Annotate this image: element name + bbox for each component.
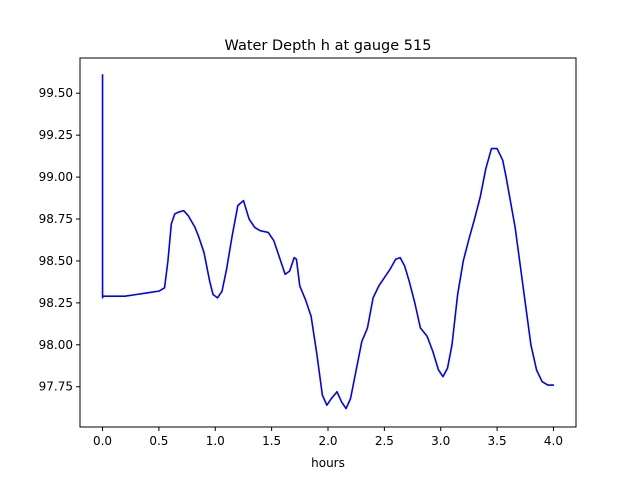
y-tick-label: 98.50 <box>39 254 73 268</box>
x-tick-label: 1.0 <box>206 434 225 448</box>
chart-title: Water Depth h at gauge 515 <box>225 38 432 54</box>
x-axis-label: hours <box>311 456 345 470</box>
x-tick-label: 0.5 <box>149 434 168 448</box>
x-axis: 0.0 0.5 1.0 1.5 2.0 2.5 3.0 3.5 4.0 <box>93 427 563 448</box>
y-tick-label: 98.75 <box>39 212 73 226</box>
x-tick-label: 1.5 <box>262 434 281 448</box>
x-tick-label: 3.0 <box>431 434 450 448</box>
x-tick-label: 0.0 <box>93 434 112 448</box>
y-tick-label: 99.25 <box>39 128 73 142</box>
x-tick-label: 3.5 <box>488 434 507 448</box>
y-tick-label: 99.00 <box>39 170 73 184</box>
x-tick-label: 2.5 <box>375 434 394 448</box>
y-axis: 97.75 98.00 98.25 98.50 98.75 99.00 99.25 99.50 <box>39 86 80 394</box>
series-line-0 <box>101 73 555 410</box>
y-tick-label: 98.00 <box>39 338 73 352</box>
y-tick-label: 97.75 <box>39 380 73 394</box>
x-tick-label: 4.0 <box>544 434 563 448</box>
y-tick-label: 99.50 <box>39 86 73 100</box>
x-tick-label: 2.0 <box>318 434 337 448</box>
y-tick-label: 98.25 <box>39 296 73 310</box>
